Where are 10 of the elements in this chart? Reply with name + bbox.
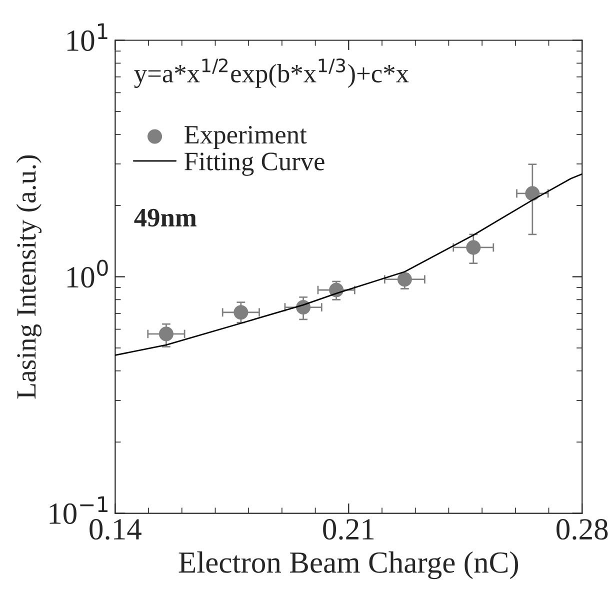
y-tick-label: 10$^{1}$ xyxy=(67,23,108,51)
x-tick-label: 0.21 xyxy=(323,519,374,540)
annotation: 49nm xyxy=(134,208,196,227)
legend-label: Experiment xyxy=(184,126,307,150)
x-tick-label: 0.28 xyxy=(556,519,608,540)
legend-label: Fitting Curve xyxy=(184,152,324,176)
x-axis-title: Electron Beam Charge (nC) xyxy=(178,551,518,580)
annotation: y=a*x$^{1/2}$exp(b*x$^{1/3}$)+c*x xyxy=(134,58,409,88)
y-axis-title: Lasing Intensity (a.u.) xyxy=(16,155,42,399)
y-tick-label: 10$^{0}$ xyxy=(67,260,108,288)
